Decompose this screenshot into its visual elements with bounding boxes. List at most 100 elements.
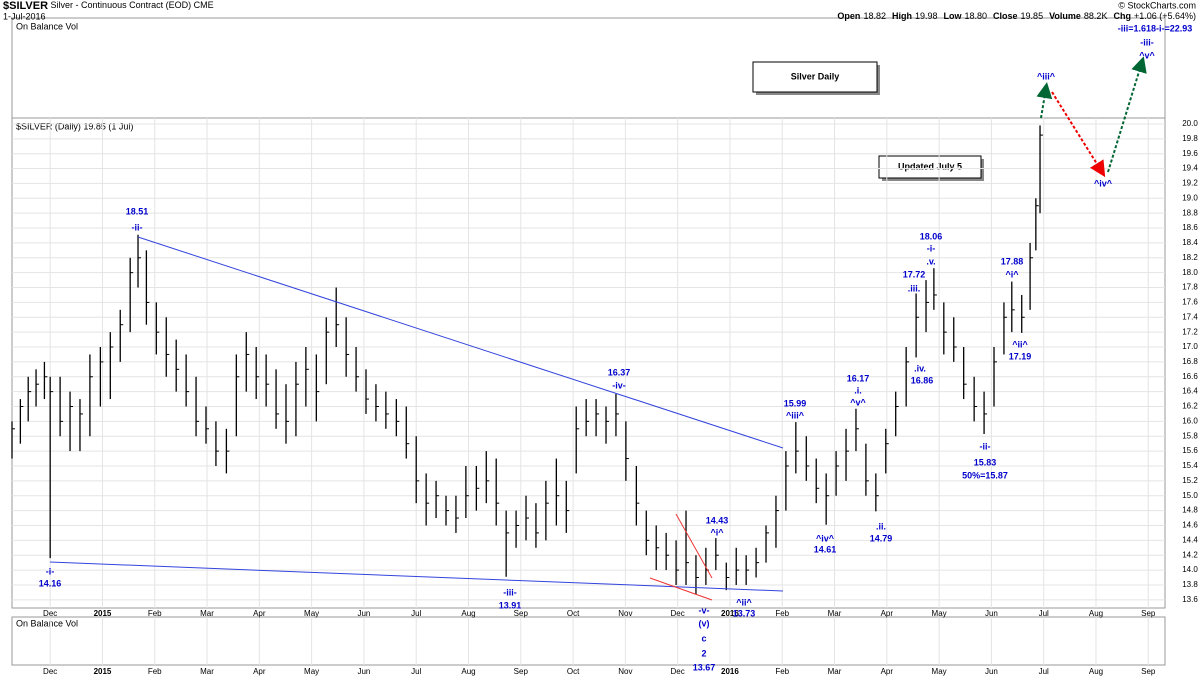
y-tick-label: 19.8	[1182, 134, 1198, 143]
wedge-line	[649, 577, 713, 601]
quote-value: 88.2K	[1084, 11, 1108, 21]
quote-value: +1.06 (+5.64%)	[1134, 11, 1196, 21]
y-tick-label: 18.6	[1182, 223, 1198, 232]
y-tick-label: 18.0	[1182, 268, 1198, 277]
wedge-line	[675, 513, 713, 579]
y-tick-label: 16.4	[1182, 387, 1198, 396]
wave-label: ^i^	[710, 527, 724, 537]
symbol: $SILVER	[3, 0, 48, 12]
wave-label: 18.06	[920, 231, 943, 241]
y-tick-label: 19.6	[1182, 149, 1198, 158]
wave-label: -ii-	[132, 222, 143, 232]
x-tick-label: Jun	[357, 609, 370, 618]
wave-label: 17.88	[1001, 256, 1024, 266]
wave-label: 18.51	[126, 206, 149, 216]
wave-label: 50%=15.87	[962, 470, 1008, 480]
arrow	[1107, 56, 1147, 173]
wave-label: ^v^	[1139, 50, 1155, 60]
y-tick-label: 14.2	[1182, 550, 1198, 559]
x-tick-label: Oct	[567, 609, 580, 618]
x-tick-label: Jun	[357, 667, 370, 676]
y-tick-label: 19.4	[1182, 164, 1198, 173]
title-box	[752, 61, 878, 93]
x-tick-label: Aug	[1089, 667, 1103, 676]
y-tick-label: 14.4	[1182, 535, 1198, 544]
y-tick-label: 16.2	[1182, 402, 1198, 411]
wave-label: -iv-	[612, 380, 626, 390]
x-tick-label: 2015	[94, 609, 112, 618]
wave-label: 14.79	[870, 533, 893, 543]
y-tick-label: 14.0	[1182, 565, 1198, 574]
wave-label: 13.67	[693, 662, 716, 672]
indicator-panel	[11, 17, 1166, 119]
wave-label: ^ii^	[1012, 339, 1028, 349]
y-tick-label: 14.6	[1182, 521, 1198, 530]
wave-label: -v-	[699, 605, 710, 615]
x-tick-label: Aug	[461, 667, 475, 676]
x-tick-label: Apr	[253, 667, 266, 676]
price-panel	[11, 117, 1166, 609]
x-tick-label: May	[304, 609, 319, 618]
copyright: © StockCharts.com	[1118, 0, 1196, 10]
obv-label: On Balance Vol	[16, 618, 78, 628]
header-left: $SILVER Silver - Continuous Contract (EO…	[3, 0, 214, 12]
y-tick-label: 17.2	[1182, 327, 1198, 336]
x-tick-label: May	[932, 667, 947, 676]
x-tick-label: Sep	[514, 667, 529, 676]
x-tick-label: Sep	[1141, 609, 1156, 618]
quote-value: 18.82	[863, 11, 886, 21]
exchange: CME	[194, 0, 214, 10]
quote-label: Volume	[1049, 11, 1081, 21]
wave-label: 16.17	[847, 373, 870, 383]
x-tick-label: Sep	[1141, 667, 1156, 676]
x-tick-label: Jul	[1039, 609, 1049, 618]
x-tick-label: 2016	[721, 609, 739, 618]
wave-label: -iii=1.618-i-=22.93	[1118, 23, 1193, 33]
y-tick-label: 15.0	[1182, 491, 1198, 500]
x-tick-label: Nov	[618, 609, 632, 618]
x-tick-label: May	[304, 667, 319, 676]
y-tick-label: 19.2	[1182, 179, 1198, 188]
y-tick-label: 17.6	[1182, 298, 1198, 307]
wave-label: 16.37	[608, 367, 631, 377]
y-tick-label: 13.6	[1182, 595, 1198, 604]
x-tick-label: Apr	[881, 667, 894, 676]
x-tick-label: Dec	[43, 609, 57, 618]
x-tick-label: Feb	[148, 609, 162, 618]
wave-label: 14.43	[706, 515, 729, 525]
y-tick-label: 20.0	[1182, 119, 1198, 128]
bars	[11, 125, 1044, 595]
x-tick-label: Aug	[1089, 609, 1103, 618]
x-tick-label: Jul	[1039, 667, 1049, 676]
wave-label: ^i^	[1005, 269, 1019, 279]
y-tick-label: 14.8	[1182, 506, 1198, 515]
x-tick-label: Apr	[253, 609, 266, 618]
indicator-label: On Balance Vol	[16, 21, 78, 31]
wave-label: ^ii^	[736, 597, 752, 607]
wave-label: (v)	[699, 618, 710, 628]
quote-label: Low	[944, 11, 963, 21]
y-tick-label: 15.8	[1182, 431, 1198, 440]
wave-label: 13.91	[499, 600, 522, 610]
y-tick-label: 18.4	[1182, 238, 1198, 247]
wave-label: -iii-	[1140, 37, 1154, 47]
y-tick-label: 19.0	[1182, 193, 1198, 202]
wave-label: -i-	[927, 243, 936, 253]
wave-label: ^v^	[850, 397, 866, 407]
quote-label: Chg	[1113, 11, 1131, 21]
wave-label: c	[701, 633, 706, 643]
x-tick-label: Apr	[881, 609, 894, 618]
wave-label: ^iii^	[786, 410, 805, 420]
quote-value: 18.80	[965, 11, 988, 21]
wave-label: .v.	[926, 256, 935, 266]
x-tick-label: Jun	[985, 667, 998, 676]
annotations: 18.51 -ii- -i- 14.16 -iii- 13.91 16.37 -iv- 14.4…	[39, 23, 1193, 672]
wave-label: .i.	[854, 385, 862, 395]
wave-label: ^iv^	[816, 533, 835, 543]
x-tick-label: Nov	[618, 667, 632, 676]
x-tick-label: Dec	[671, 667, 685, 676]
wave-label: 13.73	[733, 608, 756, 618]
wave-label: ^iii^	[1037, 71, 1056, 81]
x-tick-label: Feb	[775, 667, 789, 676]
wave-label: .iii.	[908, 283, 921, 293]
